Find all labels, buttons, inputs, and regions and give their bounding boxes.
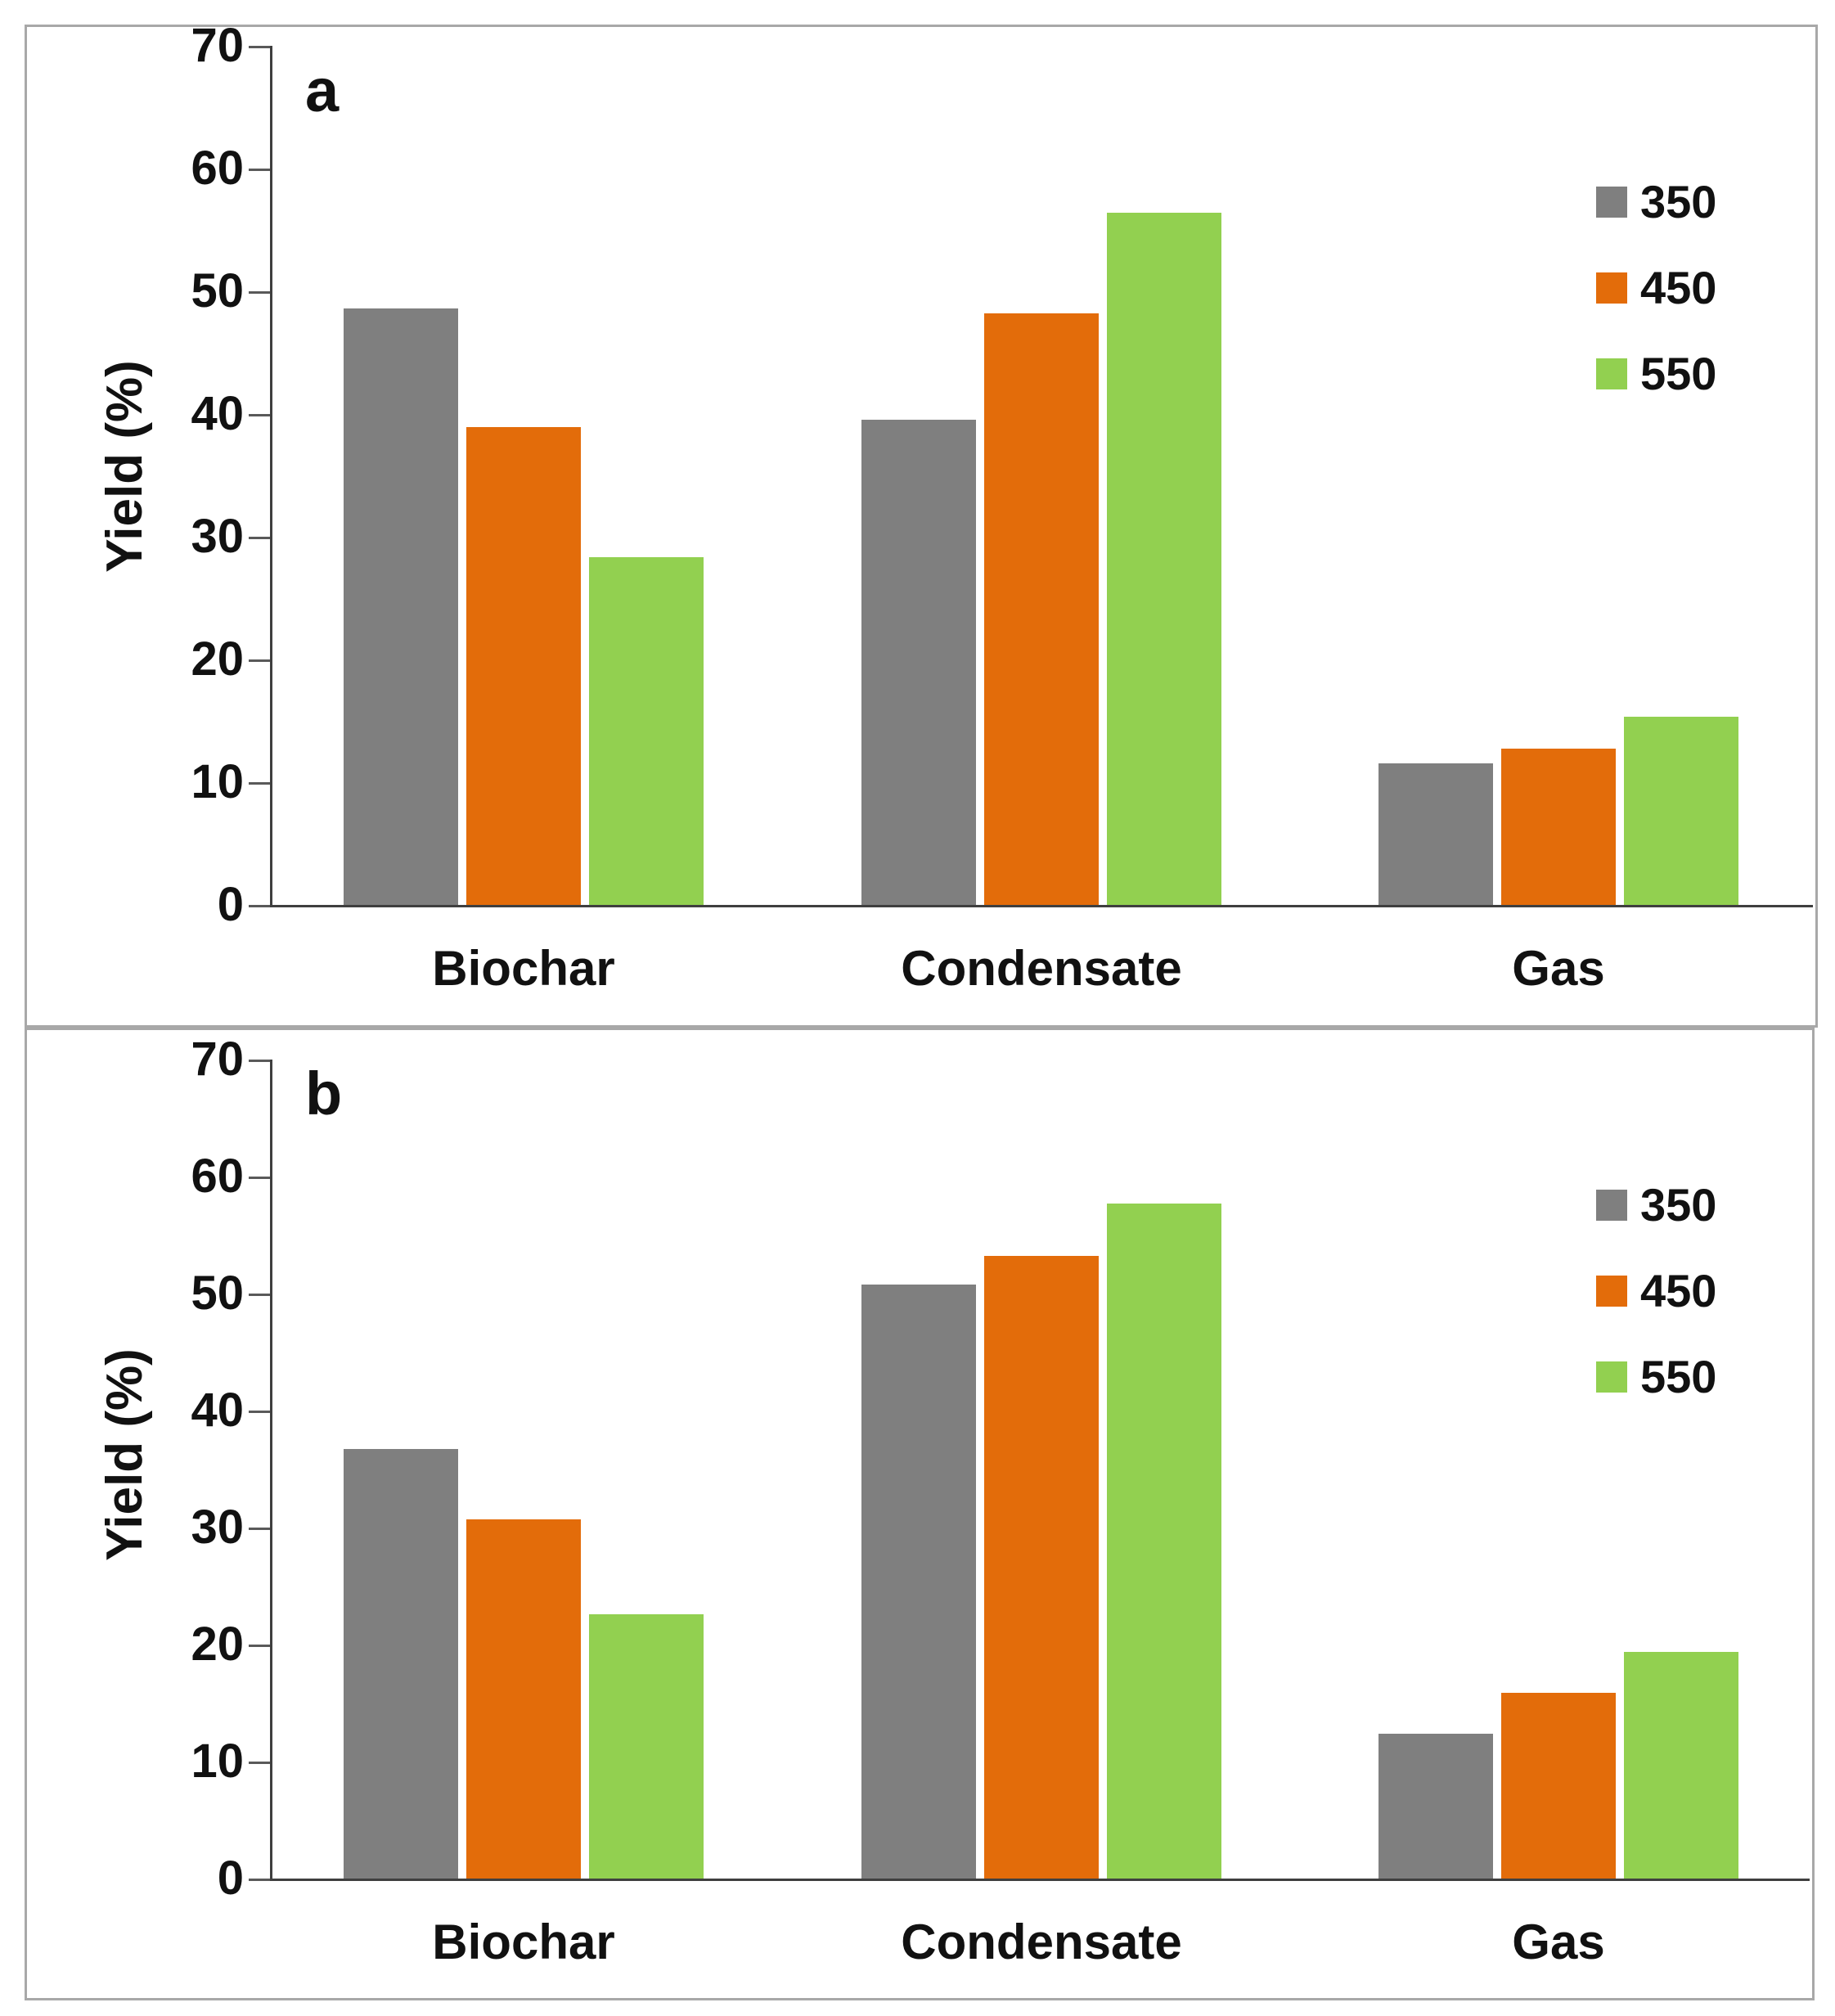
y-tick-mark — [249, 1762, 270, 1764]
legend-swatch-icon — [1596, 1190, 1627, 1221]
bar-350-biochar — [344, 308, 458, 905]
bar-550-biochar — [589, 1614, 704, 1879]
bar-550-gas — [1624, 1652, 1738, 1879]
y-tick-mark — [249, 782, 270, 785]
x-category-label: Gas — [1512, 1915, 1605, 1969]
legend-swatch-icon — [1596, 187, 1627, 218]
y-tick-label: 60 — [191, 142, 244, 195]
y-tick-mark — [249, 1645, 270, 1647]
y-tick-label: 30 — [191, 510, 244, 563]
y-tick-label: 20 — [191, 1618, 244, 1671]
bar-350-condensate — [861, 420, 976, 905]
panel-letter: a — [305, 56, 340, 124]
legend-entry-350: 350 — [1596, 178, 1716, 227]
x-category-label: Condensate — [901, 941, 1182, 996]
bar-550-biochar — [589, 557, 704, 905]
y-axis-line — [270, 1060, 272, 1881]
y-tick-label: 10 — [191, 1735, 244, 1788]
x-axis-line — [270, 905, 1813, 907]
y-tick-label: 70 — [191, 1033, 244, 1086]
bar-450-biochar — [466, 427, 581, 905]
x-category-label: Condensate — [901, 1915, 1182, 1969]
legend-swatch-icon — [1596, 1361, 1627, 1393]
legend-label: 350 — [1640, 1179, 1717, 1231]
y-tick-mark — [249, 1294, 270, 1296]
y-tick-label: 40 — [191, 387, 244, 440]
legend-entry-450: 450 — [1596, 1267, 1716, 1316]
y-axis-line — [270, 46, 272, 907]
y-tick-mark — [249, 1177, 270, 1179]
legend-label: 450 — [1640, 262, 1717, 313]
y-tick-label: 20 — [191, 632, 244, 686]
y-tick-mark — [249, 1411, 270, 1413]
y-tick-mark — [249, 414, 270, 416]
bar-350-gas — [1378, 1734, 1493, 1879]
bar-350-biochar — [344, 1449, 458, 1879]
x-category-label: Biochar — [432, 941, 615, 996]
y-tick-label: 50 — [191, 264, 244, 317]
y-tick-mark — [249, 291, 270, 294]
legend-label: 550 — [1640, 1351, 1717, 1402]
legend-entry-550: 550 — [1596, 1352, 1716, 1402]
legend-label: 350 — [1640, 176, 1717, 227]
y-tick-mark — [249, 169, 270, 171]
y-tick-mark — [249, 537, 270, 539]
legend-entry-350: 350 — [1596, 1181, 1716, 1230]
legend-swatch-icon — [1596, 1276, 1627, 1307]
legend-entry-550: 550 — [1596, 349, 1716, 398]
legend-swatch-icon — [1596, 358, 1627, 389]
bar-450-condensate — [984, 1256, 1099, 1879]
y-tick-mark — [249, 905, 270, 907]
y-tick-mark — [249, 1528, 270, 1530]
bar-350-gas — [1378, 763, 1493, 905]
bar-450-condensate — [984, 313, 1099, 905]
legend-label: 450 — [1640, 1265, 1717, 1316]
bar-550-condensate — [1107, 213, 1221, 905]
x-axis-line — [270, 1879, 1810, 1881]
panel-b: b Yield (%) 0 10 20 30 40 50 60 70 Biochar Condensa… — [25, 1028, 1815, 2000]
bar-550-condensate — [1107, 1204, 1221, 1879]
bar-350-condensate — [861, 1285, 976, 1879]
y-tick-mark — [249, 659, 270, 662]
y-tick-label: 30 — [191, 1501, 244, 1554]
x-category-label: Gas — [1512, 941, 1605, 996]
y-axis-title: Yield (%) — [97, 360, 153, 573]
y-tick-mark — [249, 1060, 270, 1062]
x-category-label: Biochar — [432, 1915, 615, 1969]
y-tick-label: 0 — [217, 878, 244, 931]
bar-550-gas — [1624, 717, 1738, 905]
bar-450-gas — [1501, 749, 1616, 905]
y-tick-mark — [249, 46, 270, 48]
y-tick-label: 0 — [217, 1852, 244, 1905]
y-tick-label: 60 — [191, 1150, 244, 1203]
y-tick-mark — [249, 1879, 270, 1881]
y-tick-label: 50 — [191, 1267, 244, 1320]
legend-entry-450: 450 — [1596, 263, 1716, 313]
panel-a: a Yield (%) 0 10 20 30 40 50 60 70 Biochar Condensa… — [25, 19, 1818, 1028]
panel-letter: b — [305, 1060, 343, 1127]
bar-450-biochar — [466, 1519, 581, 1879]
y-tick-label: 10 — [191, 755, 244, 808]
bar-450-gas — [1501, 1693, 1616, 1879]
legend-label: 550 — [1640, 348, 1717, 399]
y-tick-label: 40 — [191, 1384, 244, 1437]
y-axis-title: Yield (%) — [97, 1348, 153, 1561]
y-tick-label: 70 — [191, 19, 244, 72]
legend-swatch-icon — [1596, 272, 1627, 304]
